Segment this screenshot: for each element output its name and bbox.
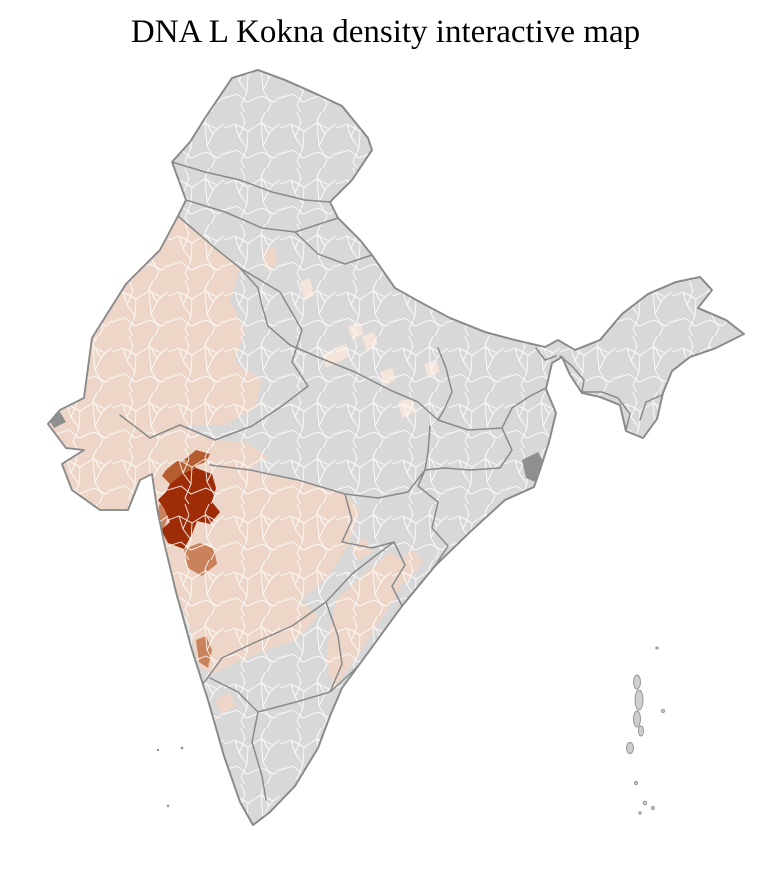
lakshadweep-islands[interactable] — [156, 746, 184, 808]
district-grid-overlay — [48, 70, 744, 825]
map-title: DNA L Kokna density interactive map — [130, 14, 641, 50]
india-coastline-outline — [47, 69, 745, 826]
andaman-nicobar-islands[interactable] — [626, 646, 665, 815]
